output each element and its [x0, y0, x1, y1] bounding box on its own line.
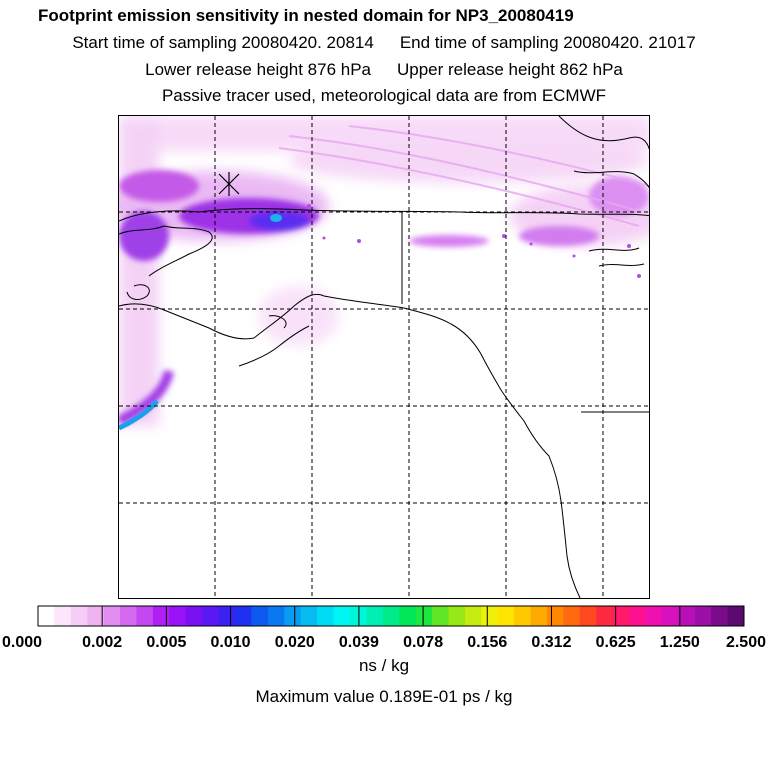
colorbar-tick-label: 2.500: [726, 634, 766, 651]
colorbar-cell: [514, 606, 532, 626]
tracer-label: Passive tracer used, meteorological data…: [161, 86, 607, 105]
colorbar-tick-label: 0.005: [146, 634, 186, 651]
colorbar-cell: [481, 606, 499, 626]
colorbar-cell: [727, 606, 745, 626]
colorbar-cell: [169, 606, 187, 626]
colorbar-cell: [202, 606, 220, 626]
upper-release-label: Upper release height 862 hPa: [397, 60, 623, 79]
colorbar-cell: [103, 606, 121, 626]
colorbar-tick-label: 0.312: [531, 634, 571, 651]
graticule: [119, 116, 649, 598]
colorbar-cell: [54, 606, 72, 626]
colorbar-cells: [37, 605, 745, 627]
colorbar-cell: [333, 606, 351, 626]
colorbar-cell: [530, 606, 548, 626]
plot-title: Footprint emission sensitivity in nested…: [38, 6, 574, 25]
colorbar-cell: [415, 606, 433, 626]
colorbar-tick-label: 0.039: [339, 634, 379, 651]
colorbar-tick-labels: 0.000 0.002 0.005 0.010 0.020 0.039 0.078 0.156…: [2, 634, 766, 651]
start-time-label: Start time of sampling 20080420. 20814: [72, 33, 374, 52]
colorbar-tick-label: 0.000: [2, 634, 42, 651]
colorbar-cell: [497, 606, 515, 626]
colorbar-cell: [645, 606, 663, 626]
colorbar-cell: [563, 606, 581, 626]
footprint-map: [118, 115, 650, 599]
colorbar-cell: [267, 606, 285, 626]
colorbar-cell: [284, 606, 302, 626]
colorbar-tick-label: 0.078: [403, 634, 443, 651]
colorbar: 0.000 0.002 0.005 0.010 0.020 0.039 0.078 0.156…: [2, 605, 766, 651]
colorbar-cell: [300, 606, 318, 626]
colorbar-tick-label: 0.010: [211, 634, 251, 651]
colorbar-tick-label: 1.250: [660, 634, 700, 651]
colorbar-tick-label: 0.625: [596, 634, 636, 651]
colorbar-cell: [251, 606, 269, 626]
colorbar-cell: [464, 606, 482, 626]
sampling-time-row: Start time of sampling 20080420. 20814 En…: [0, 33, 768, 53]
colorbar-cell: [38, 606, 55, 626]
colorbar-cell: [579, 606, 597, 626]
end-time-label: End time of sampling 20080420. 21017: [399, 33, 696, 52]
release-site-marker: [218, 172, 240, 196]
colorbar-cell: [629, 606, 646, 626]
colorbar-tick-label: 0.156: [467, 634, 507, 651]
colorbar-cell: [678, 606, 696, 626]
maximum-value-label: Maximum value 0.189E-01 ps / kg: [255, 687, 513, 706]
colorbar-cell: [120, 606, 138, 626]
colorbar-cell: [366, 606, 384, 626]
colorbar-cell: [448, 606, 466, 626]
lower-release-label: Lower release height 876 hPa: [145, 60, 371, 79]
colorbar-cell: [382, 606, 400, 626]
colorbar-cell: [136, 606, 154, 626]
colorbar-cell: [661, 606, 679, 626]
colorbar-cell: [87, 606, 105, 626]
colorbar-cell: [70, 606, 88, 626]
colorbar-cell: [596, 606, 614, 626]
colorbar-cell: [694, 606, 712, 626]
colorbar-cell: [711, 606, 729, 626]
sensitivity-field: [119, 116, 649, 431]
colorbar-cell: [432, 606, 449, 626]
coastlines: [119, 116, 649, 598]
colorbar-cell: [546, 606, 564, 626]
colorbar-cell: [235, 606, 252, 626]
colorbar-tick-label: 0.020: [275, 634, 315, 651]
colorbar-cell: [399, 606, 417, 626]
colorbar-cell: [185, 606, 203, 626]
map-canvas: [119, 116, 649, 598]
colorbar-units: ns / kg: [358, 656, 410, 675]
colorbar-cell: [612, 606, 630, 626]
colorbar-cell: [317, 606, 335, 626]
release-height-row: Lower release height 876 hPa Upper releas…: [0, 60, 768, 80]
colorbar-cell: [218, 606, 236, 626]
colorbar-cell: [152, 606, 170, 626]
colorbar-tick-label: 0.002: [82, 634, 122, 651]
colorbar-frame: [37, 605, 745, 627]
